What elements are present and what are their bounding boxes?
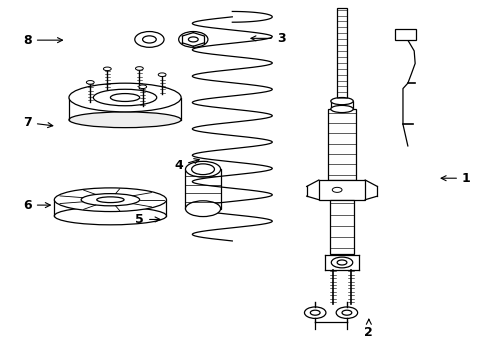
Ellipse shape xyxy=(330,257,352,268)
Ellipse shape xyxy=(110,94,140,102)
Ellipse shape xyxy=(139,85,146,89)
Bar xyxy=(394,30,415,40)
Ellipse shape xyxy=(86,81,94,84)
Bar xyxy=(336,8,346,101)
Text: 3: 3 xyxy=(250,32,285,45)
Ellipse shape xyxy=(178,32,207,47)
Ellipse shape xyxy=(335,307,357,319)
Ellipse shape xyxy=(330,105,352,113)
Ellipse shape xyxy=(158,73,166,76)
Ellipse shape xyxy=(185,201,220,217)
Ellipse shape xyxy=(135,32,163,47)
Text: 8: 8 xyxy=(23,33,62,47)
Ellipse shape xyxy=(331,187,341,192)
Text: 6: 6 xyxy=(23,199,50,212)
Ellipse shape xyxy=(54,207,166,225)
Text: 7: 7 xyxy=(23,116,53,129)
Ellipse shape xyxy=(330,98,352,105)
Text: 2: 2 xyxy=(364,319,372,339)
Text: 5: 5 xyxy=(135,213,160,226)
Ellipse shape xyxy=(191,164,214,175)
Ellipse shape xyxy=(135,67,143,70)
Ellipse shape xyxy=(103,67,111,71)
Bar xyxy=(318,180,365,200)
Ellipse shape xyxy=(54,188,166,212)
Text: 4: 4 xyxy=(174,159,199,172)
Bar xyxy=(329,200,353,253)
Bar xyxy=(330,101,352,109)
Bar xyxy=(327,109,355,180)
Ellipse shape xyxy=(93,89,157,106)
Ellipse shape xyxy=(69,83,181,112)
Text: 1: 1 xyxy=(440,172,470,185)
Bar xyxy=(185,169,220,209)
Ellipse shape xyxy=(185,161,220,177)
Ellipse shape xyxy=(69,112,181,128)
Ellipse shape xyxy=(304,307,325,319)
